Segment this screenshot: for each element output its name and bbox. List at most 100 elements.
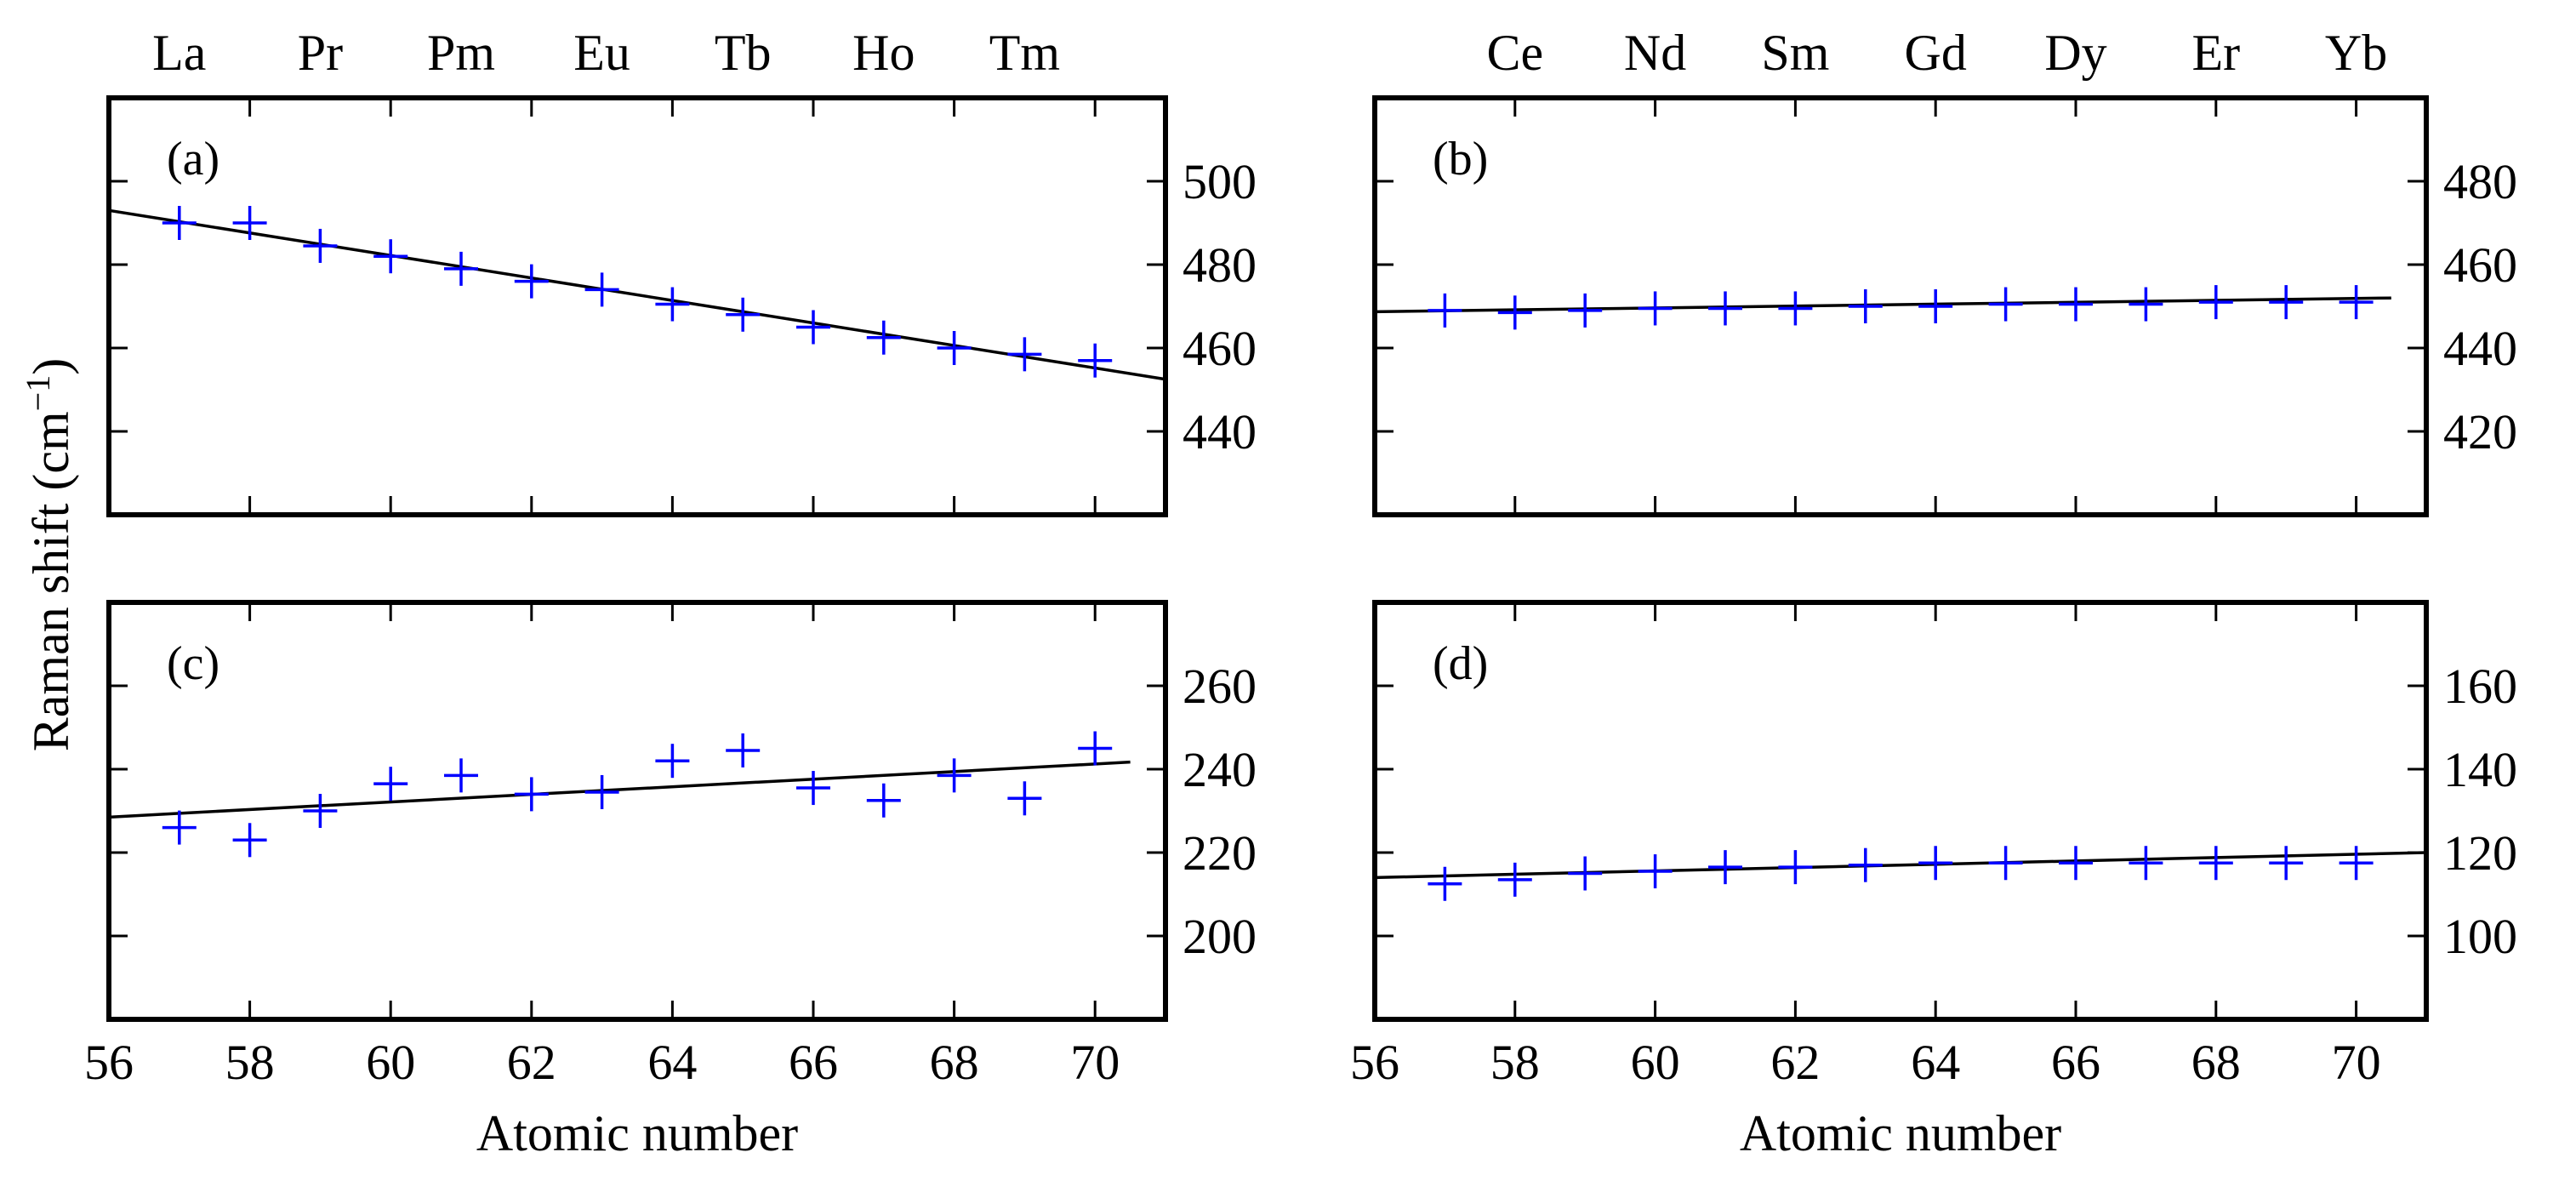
x-tick-label: 62 (507, 1035, 556, 1090)
data-point (2198, 285, 2233, 320)
x-tick-label: 64 (1911, 1035, 1960, 1090)
element-label: Ho (852, 25, 915, 81)
x-tick-label: 66 (2051, 1035, 2100, 1090)
panel-label: (b) (1433, 133, 1488, 185)
data-point (1497, 295, 1532, 330)
data-point (937, 758, 972, 793)
x-tick-label: 68 (930, 1035, 979, 1090)
data-point (232, 823, 267, 858)
data-point (2059, 287, 2093, 322)
data-point (1007, 337, 1042, 372)
x-axis-title-right: Atomic number (1740, 1105, 2061, 1161)
panel-d: 56 58 60 62 64 66 68 70 100 120 140 160 (d) (1350, 600, 2517, 1090)
data-point (514, 777, 549, 812)
x-tick-label: 70 (2332, 1035, 2381, 1090)
panel-b: 420 440 460 480 (b) (1372, 95, 2517, 517)
data-point (2269, 285, 2304, 320)
element-label: Dy (2044, 25, 2106, 81)
data-point (1988, 846, 2023, 881)
data-point (655, 744, 690, 779)
data-point (1918, 846, 1953, 881)
data-point (1497, 862, 1532, 897)
data-point (2269, 846, 2304, 881)
data-point (1078, 343, 1113, 378)
data-point (1848, 847, 1883, 882)
panel-label: (c) (167, 637, 219, 690)
element-labels-left: La Pr Pm Eu Tb Ho Tm (152, 25, 1060, 81)
element-label: Er (2191, 25, 2240, 81)
element-label: Gd (1905, 25, 1967, 81)
data-point (1568, 856, 1603, 891)
element-label: Nd (1624, 25, 1686, 81)
x-tick-label: 58 (225, 1035, 275, 1090)
x-tick-label: 56 (1350, 1035, 1399, 1090)
fit-line (108, 760, 1131, 819)
y-tick-label: 500 (1183, 154, 1257, 209)
data-point (937, 331, 972, 365)
data-point (726, 733, 761, 767)
panel-c: 56 58 60 62 64 66 68 70 200 220 240 260 (c) (84, 600, 1257, 1090)
data-point (2339, 285, 2374, 320)
data-point (1007, 781, 1042, 816)
data-point (726, 297, 761, 332)
data-point (373, 767, 408, 802)
data-point (796, 310, 830, 345)
x-tick-label: 70 (1070, 1035, 1120, 1090)
data-point (1778, 850, 1813, 885)
y-tick-label: 460 (1183, 321, 1257, 376)
data-point (162, 810, 197, 845)
data-point (373, 239, 408, 274)
data-point (1428, 293, 1462, 328)
element-label: Ce (1486, 25, 1543, 81)
x-tick-label: 64 (647, 1035, 697, 1090)
data-point (1568, 293, 1603, 328)
panel-c-frame (106, 600, 1168, 1022)
fit-line (1374, 851, 2427, 880)
data-point (1708, 850, 1742, 885)
data-point (303, 794, 338, 828)
x-tick-label: 56 (84, 1035, 134, 1090)
fit-line (1374, 296, 2391, 314)
data-point (2198, 846, 2233, 881)
data-point (444, 251, 478, 286)
data-point (1988, 287, 2023, 322)
x-tick-label: 62 (1770, 1035, 1820, 1090)
x-tick-label: 60 (366, 1035, 415, 1090)
data-point (655, 287, 690, 322)
data-point (866, 783, 901, 818)
data-point (2129, 287, 2163, 322)
x-axis-title-left: Atomic number (476, 1105, 798, 1161)
y-tick-label: 120 (2443, 825, 2517, 881)
y-tick-label: 160 (2443, 659, 2517, 714)
y-tick-label: 140 (2443, 742, 2517, 797)
data-point (2059, 846, 2093, 881)
panel-a: 440 460 480 500 (a) (106, 95, 1257, 517)
data-point (1638, 291, 1673, 326)
panel-d-frame (1372, 600, 2429, 1022)
x-tick-label: 68 (2191, 1035, 2241, 1090)
data-point (2339, 846, 2374, 881)
y-tick-label: 240 (1183, 742, 1257, 797)
y-tick-label: 100 (2443, 909, 2517, 964)
element-label: Pm (427, 25, 495, 81)
element-label: Sm (1761, 25, 1829, 81)
data-point (1638, 854, 1673, 889)
data-point (1078, 731, 1113, 766)
data-point (514, 264, 549, 299)
y-tick-label: 420 (2443, 404, 2517, 459)
element-label: Yb (2325, 25, 2387, 81)
data-point (303, 228, 338, 263)
data-point (1848, 289, 1883, 323)
data-point (1708, 291, 1742, 326)
fit-line (108, 208, 1166, 381)
data-point (162, 206, 197, 240)
data-point (444, 758, 478, 793)
data-point (584, 272, 619, 307)
y-tick-label: 220 (1183, 825, 1257, 881)
element-label: La (152, 25, 206, 81)
element-label: Tb (715, 25, 772, 81)
panel-b-frame (1372, 95, 2429, 517)
panel-a-frame (106, 95, 1168, 517)
data-point (1778, 291, 1813, 326)
